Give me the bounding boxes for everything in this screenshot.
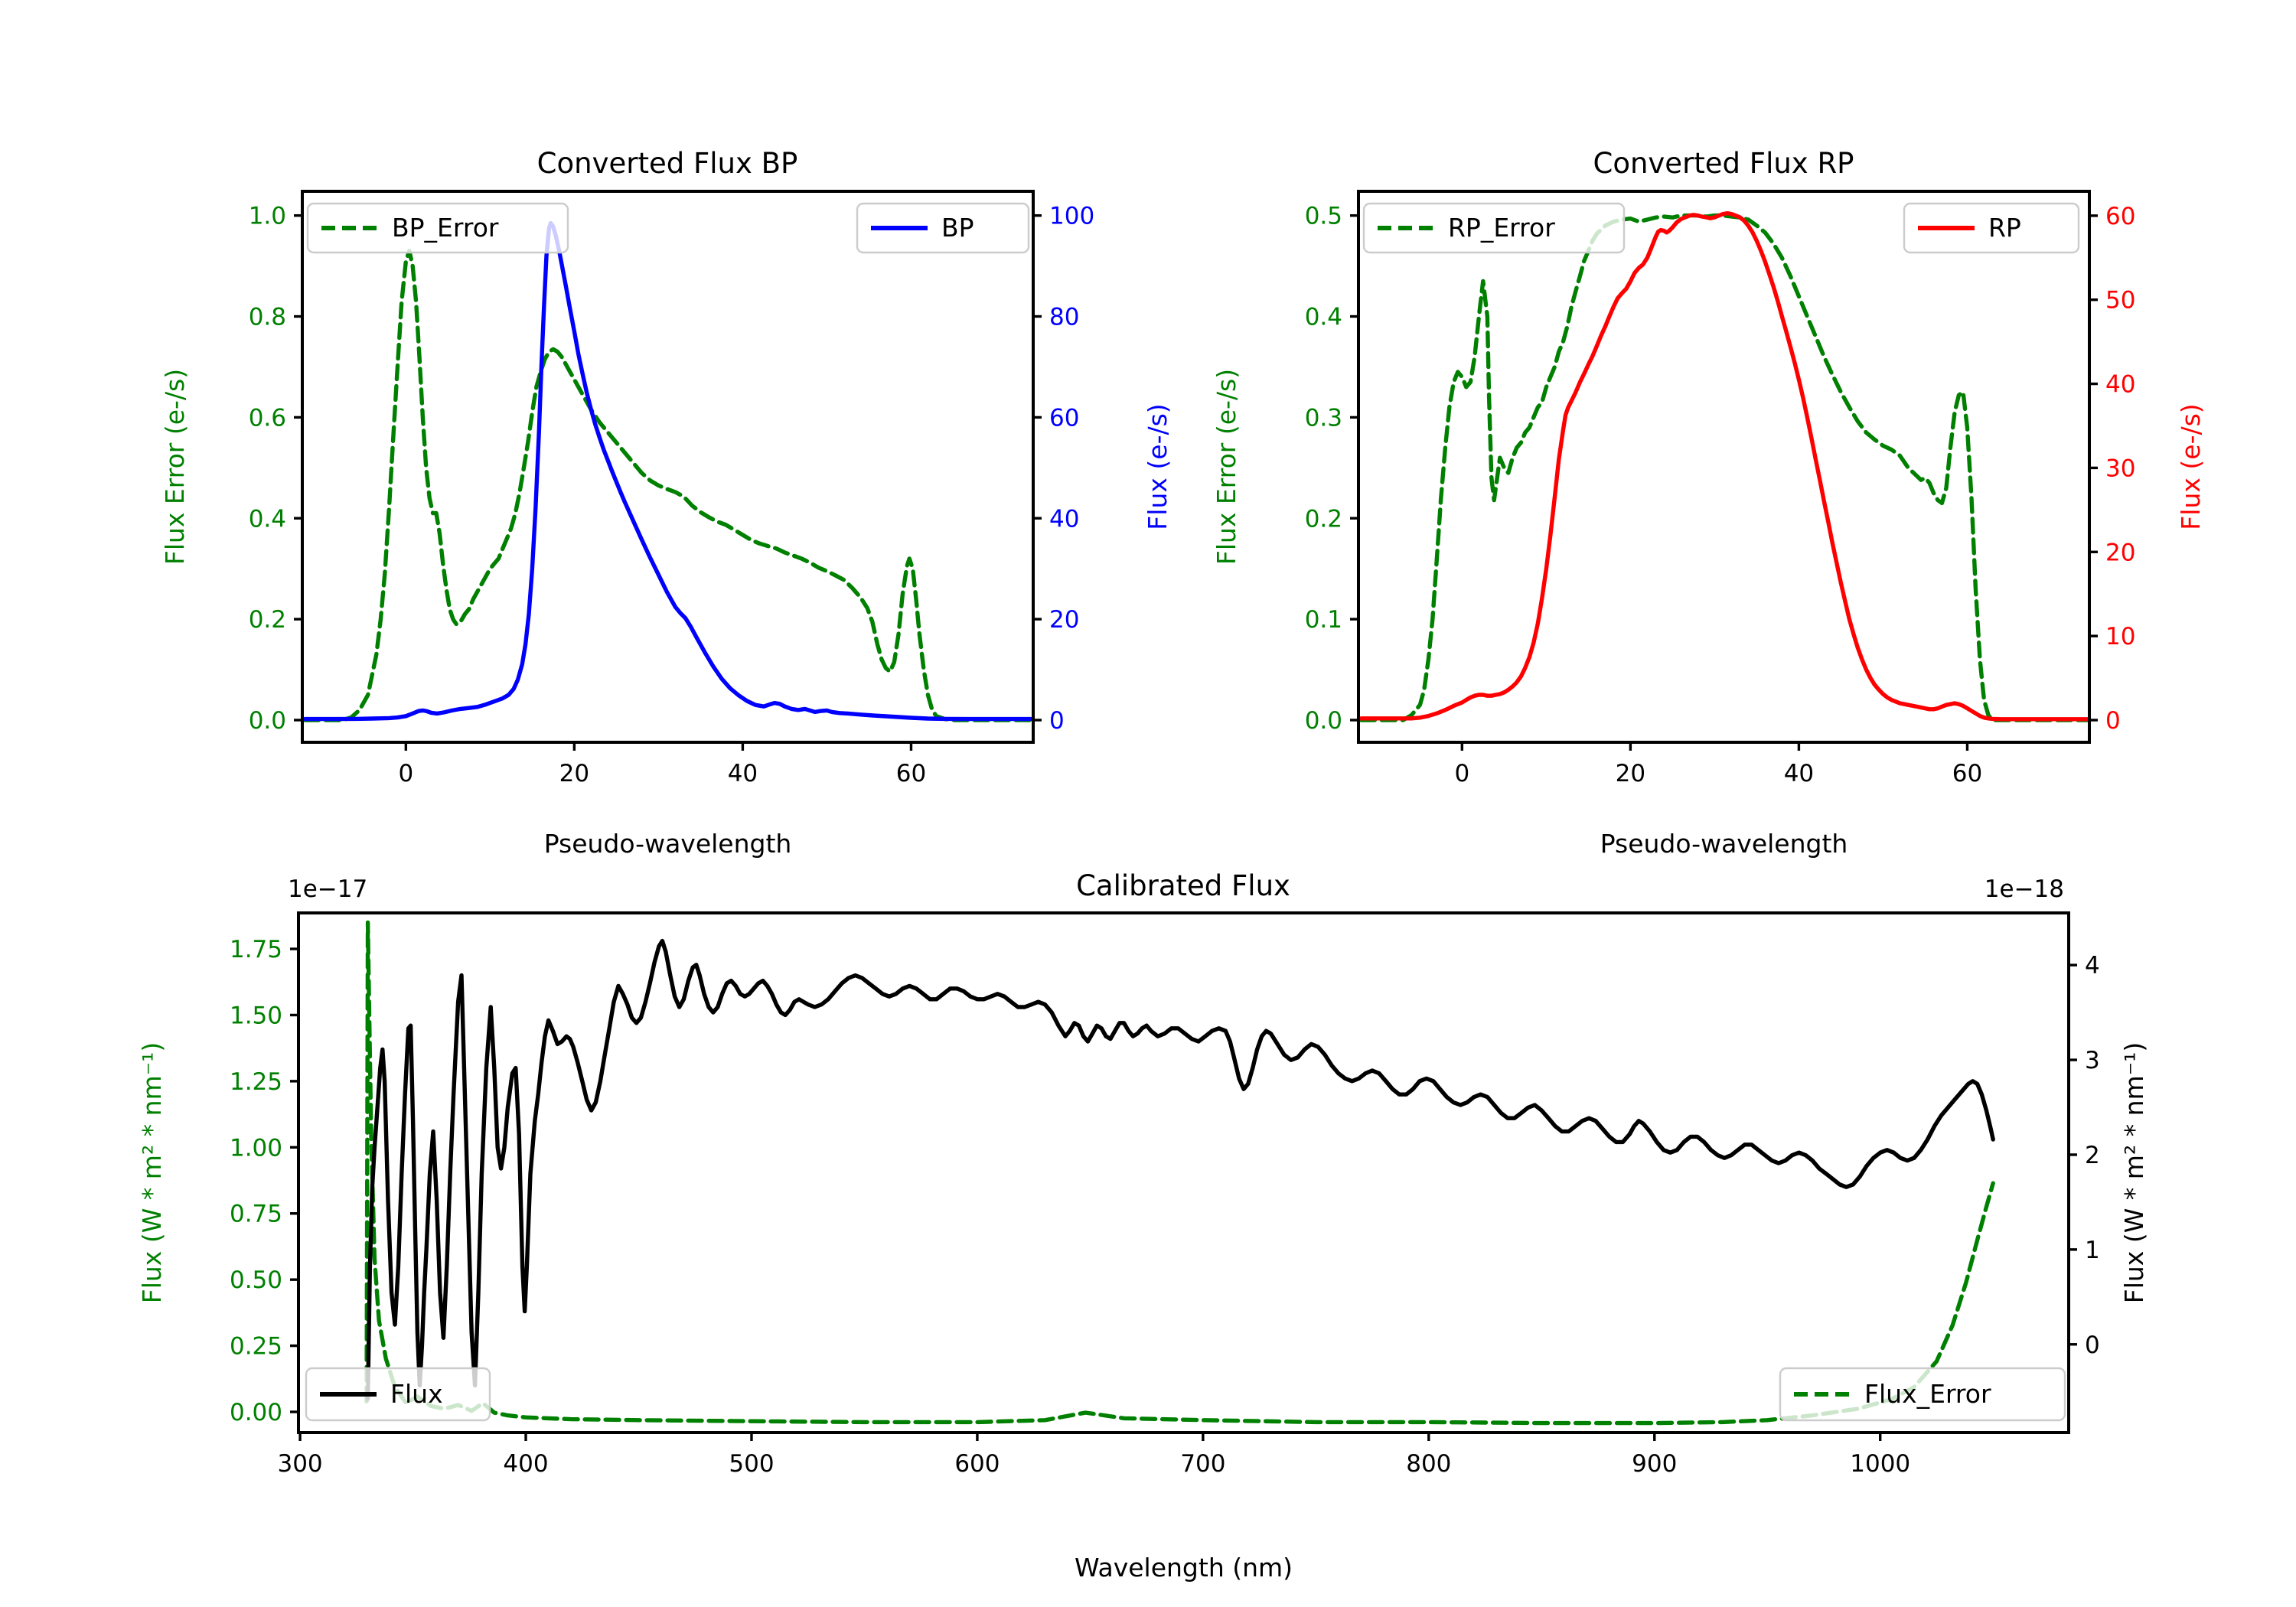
flux-line <box>365 938 1995 1401</box>
legend-label: BP <box>941 213 974 243</box>
bp-line <box>302 220 1033 722</box>
calibrated-yleft-tick-label: 1.50 <box>230 1002 282 1029</box>
calibrated-x-tick-label: 1000 <box>1850 1450 1910 1478</box>
bp-yright-tick-label: 80 <box>1049 304 1079 331</box>
bp-yright-tick-label: 40 <box>1049 505 1079 533</box>
bp-yleft-axis-label: Flux Error (e-/s) <box>160 369 190 565</box>
bp-yright-tick-label: 60 <box>1049 404 1079 432</box>
calibrated-x-tick-label: 700 <box>1180 1450 1225 1478</box>
calibrated-yright-tick-label: 4 <box>2085 952 2100 980</box>
calibrated-yleft-tick-label: 0.00 <box>230 1399 282 1426</box>
bp-chart: 0 20 40 60 0.0 0.2 0.4 0.6 0.8 1.0 0 20 40 60 80 100 Flu… <box>160 147 1172 859</box>
calibrated-yleft-tick-label: 1.75 <box>230 936 282 963</box>
calibrated-yleft-tick-label: 1.00 <box>230 1134 282 1162</box>
rp-x-tick-label: 0 <box>1454 760 1469 787</box>
legend-label: Flux <box>390 1379 443 1409</box>
calibrated-x-tick-label: 400 <box>503 1450 548 1478</box>
calibrated-yleft-tick-label: 0.25 <box>230 1333 282 1361</box>
rp-x-tick-label: 40 <box>1784 760 1814 787</box>
rp-x-tick-label: 60 <box>1952 760 1982 787</box>
rp-yleft-tick-label: 0.3 <box>1305 404 1342 432</box>
bp-yright-tick-label: 0 <box>1049 707 1065 735</box>
calibrated-yright-tick-label: 2 <box>2085 1142 2100 1169</box>
rp-yleft-axis-label: Flux Error (e-/s) <box>1212 369 1241 565</box>
calibrated-yleft-tick-label: 1.25 <box>230 1068 282 1096</box>
calibrated-x-axis-label: Wavelength (nm) <box>1075 1553 1293 1583</box>
bp-frame <box>301 190 1035 744</box>
bp-x-tick-label: 60 <box>896 760 926 787</box>
calibrated-yright-axis-label: Flux (W * m² * nm⁻¹) <box>2119 1042 2149 1304</box>
rp-yleft-tick-label: 0.2 <box>1305 505 1342 533</box>
rp-x-tick-label: 20 <box>1616 760 1645 787</box>
legend-box <box>1903 202 2080 254</box>
rp-yright-tick-label: 0 <box>2105 707 2121 735</box>
rp-yright-tick-label: 40 <box>2105 371 2135 399</box>
rp-yright-tick-label: 60 <box>2105 203 2135 230</box>
rp-error-line <box>1358 213 2089 722</box>
calibrated-title: Calibrated Flux <box>1076 869 1290 902</box>
calibrated-chart: 300 400 500 600 700 800 900 1000 0.00 0.25 0.50 0.7… <box>137 869 2149 1583</box>
calibrated-yleft-axis-label: Flux (W * m² * nm⁻¹) <box>137 1042 167 1304</box>
calibrated-yleft-offset-text: 1e−17 <box>288 875 367 903</box>
calibrated-yleft-tick-label: 0.50 <box>230 1266 282 1294</box>
bp-yleft-tick-label: 0.0 <box>249 707 286 735</box>
bp-yleft-tick-label: 0.6 <box>249 404 286 432</box>
rp-chart: 0 20 40 60 0.0 0.1 0.2 0.3 0.4 0.5 0 10 20 30 40 50 60 Fl… <box>1212 147 2206 859</box>
legend-bp: BP <box>856 202 1030 254</box>
legend-rp-error: RP_Error <box>1362 202 1626 254</box>
legend-flux: Flux <box>305 1367 491 1422</box>
rp-yright-tick-label: 20 <box>2105 539 2135 566</box>
bp-x-tick-label: 20 <box>559 760 589 787</box>
legend-box <box>1362 202 1626 254</box>
bp-yright-tick-label: 20 <box>1049 606 1079 634</box>
rp-yleft-tick-label: 0.5 <box>1305 203 1342 230</box>
bp-yleft-tick-label: 0.4 <box>249 505 286 533</box>
legend-bp-error: BP_Error <box>306 202 569 254</box>
calibrated-frame <box>297 911 2070 1434</box>
rp-yright-axis-label: Flux (e-/s) <box>2176 403 2206 530</box>
bp-title: Converted Flux BP <box>537 147 798 180</box>
rp-line <box>1358 210 2089 722</box>
calibrated-yright-tick-label: 0 <box>2085 1332 2100 1359</box>
bp-x-tick-label: 0 <box>398 760 413 787</box>
bp-yleft-tick-label: 0.8 <box>249 304 286 331</box>
rp-yleft-tick-label: 0.1 <box>1305 606 1342 634</box>
calibrated-x-tick-label: 500 <box>729 1450 774 1478</box>
calibrated-x-tick-label: 300 <box>277 1450 322 1478</box>
rp-x-axis-label: Pseudo-wavelength <box>1600 829 1848 859</box>
legend-rp: RP <box>1903 202 2080 254</box>
rp-yleft-tick-label: 0.0 <box>1305 707 1342 735</box>
bp-yleft-tick-label: 1.0 <box>249 203 286 230</box>
rp-yright-tick-label: 50 <box>2105 287 2135 315</box>
legend-box <box>1779 1367 2066 1422</box>
legend-box <box>306 202 569 254</box>
calibrated-yleft-tick-label: 0.75 <box>230 1201 282 1228</box>
bp-yright-tick-label: 100 <box>1049 203 1094 230</box>
legend-label: BP_Error <box>392 213 499 243</box>
bp-yright-axis-label: Flux (e-/s) <box>1143 403 1172 530</box>
rp-title: Converted Flux RP <box>1593 147 1854 180</box>
legend-box <box>305 1367 491 1422</box>
calibrated-x-tick-label: 900 <box>1632 1450 1677 1478</box>
calibrated-yright-offset-text: 1e−18 <box>1985 875 2064 903</box>
rp-frame <box>1357 190 2091 744</box>
calibrated-yright-tick-label: 1 <box>2085 1237 2100 1264</box>
legend-box <box>856 202 1030 254</box>
bp-error-line <box>302 249 1033 722</box>
bp-x-tick-label: 40 <box>728 760 758 787</box>
calibrated-x-tick-label: 800 <box>1406 1450 1451 1478</box>
legend-label: Flux_Error <box>1864 1379 1991 1409</box>
rp-yright-tick-label: 30 <box>2105 455 2135 482</box>
legend-flux-error: Flux_Error <box>1779 1367 2066 1422</box>
rp-yleft-tick-label: 0.4 <box>1305 304 1342 331</box>
calibrated-yright-tick-label: 3 <box>2085 1047 2100 1074</box>
calibrated-x-tick-label: 600 <box>954 1450 1000 1478</box>
legend-label: RP <box>1988 213 2021 243</box>
legend-label: RP_Error <box>1448 213 1555 243</box>
bp-x-axis-label: Pseudo-wavelength <box>544 829 792 859</box>
rp-yright-tick-label: 10 <box>2105 623 2135 650</box>
bp-yleft-tick-label: 0.2 <box>249 606 286 634</box>
